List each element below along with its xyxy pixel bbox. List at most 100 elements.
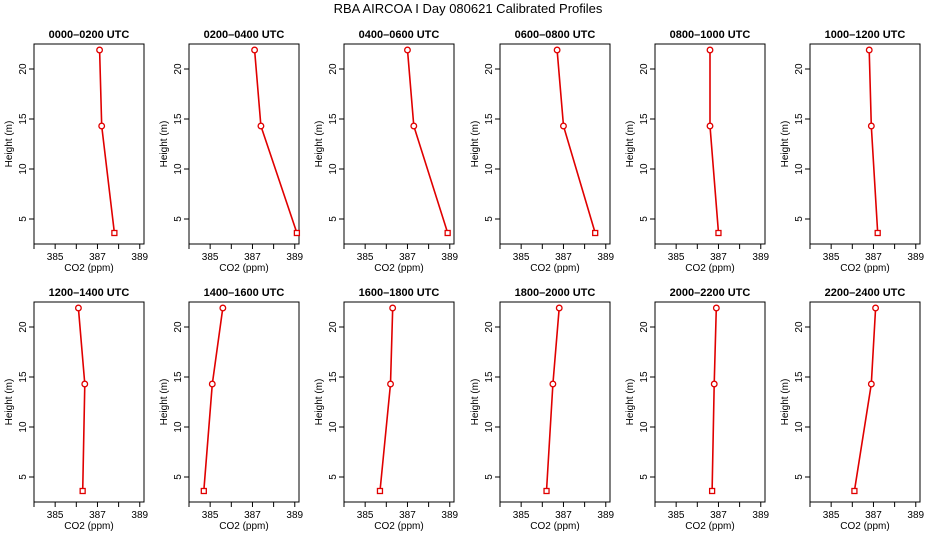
- y-tick-label: 5: [328, 216, 339, 222]
- x-tick-label: 387: [399, 252, 416, 263]
- data-point: [208, 380, 216, 388]
- x-tick-label: 387: [244, 510, 261, 521]
- y-tick-label: 5: [173, 216, 184, 222]
- y-tick-label: 10: [639, 163, 650, 175]
- y-tick-label: 20: [18, 63, 29, 75]
- data-point: [81, 380, 89, 388]
- plot-frame: [809, 301, 921, 503]
- data-point: [387, 380, 394, 388]
- data-point: [389, 304, 397, 312]
- x-tick-label: 387: [555, 252, 572, 263]
- profile-panel: 1400–1600 UTC 385 387 389 CO2 (ppm) 5 10 15 20 He…: [159, 287, 304, 532]
- panel-title: 0400–0600 UTC: [359, 29, 440, 41]
- co2-profile-line: [406, 49, 449, 234]
- panel-title: 0600–0800 UTC: [515, 29, 596, 41]
- profile-panel: 1800–2000 UTC 385 387 389 CO2 (ppm) 5 10 15 20 He…: [470, 287, 615, 532]
- data-point: [708, 487, 716, 495]
- y-tick-label: 5: [794, 216, 805, 222]
- x-axis-label: CO2 (ppm): [219, 521, 268, 532]
- data-point: [293, 229, 301, 237]
- panel-title: 1200–1400 UTC: [49, 287, 130, 299]
- data-point: [867, 380, 875, 388]
- plot-frame: [188, 43, 300, 245]
- figure-title: RBA AIRCOA I Day 080621 Calibrated Profi…: [333, 1, 603, 16]
- y-tick-label: 20: [794, 321, 805, 333]
- x-tick-label: 387: [710, 510, 727, 521]
- y-tick-label: 20: [173, 63, 184, 75]
- panel-title: 1800–2000 UTC: [515, 287, 596, 299]
- y-axis-label: Height (m): [159, 379, 170, 426]
- data-point: [872, 304, 880, 312]
- x-tick-label: 389: [441, 510, 458, 521]
- x-tick-label: 389: [441, 252, 458, 263]
- x-tick-label: 387: [865, 252, 882, 263]
- x-tick-label: 389: [131, 510, 148, 521]
- y-tick-label: 15: [794, 371, 805, 383]
- x-axis-label: CO2 (ppm): [374, 263, 423, 274]
- y-tick-label: 10: [328, 421, 339, 433]
- y-tick-label: 5: [639, 216, 650, 222]
- data-point: [867, 122, 875, 130]
- y-tick-label: 10: [484, 163, 495, 175]
- co2-profile-line: [379, 307, 394, 492]
- x-axis-label: CO2 (ppm): [374, 521, 423, 532]
- y-tick-label: 20: [173, 321, 184, 333]
- data-point: [549, 380, 557, 388]
- panel-title: 0200–0400 UTC: [204, 29, 285, 41]
- y-axis-label: Height (m): [4, 379, 15, 426]
- y-tick-label: 5: [484, 216, 495, 222]
- y-tick-label: 15: [639, 113, 650, 125]
- co2-profile-line: [203, 307, 224, 492]
- x-tick-label: 387: [865, 510, 882, 521]
- co2-profile-line: [868, 49, 879, 234]
- co2-profile-line: [98, 49, 116, 234]
- y-tick-label: 20: [639, 321, 650, 333]
- x-tick-label: 387: [244, 252, 261, 263]
- plot-frame: [33, 43, 145, 245]
- x-tick-label: 385: [357, 510, 374, 521]
- data-point: [219, 304, 227, 312]
- y-tick-label: 5: [794, 474, 805, 480]
- y-tick-label: 5: [328, 474, 339, 480]
- y-tick-label: 15: [794, 113, 805, 125]
- data-point: [257, 122, 265, 130]
- co2-profile-line: [77, 307, 86, 492]
- plot-frame: [654, 43, 766, 245]
- y-tick-label: 10: [484, 421, 495, 433]
- panel-title: 0000–0200 UTC: [49, 29, 130, 41]
- y-tick-label: 10: [794, 163, 805, 175]
- x-tick-label: 389: [907, 510, 924, 521]
- data-point: [712, 304, 720, 312]
- x-axis-label: CO2 (ppm): [219, 263, 268, 274]
- plot-frame: [33, 301, 145, 503]
- y-axis-label: Height (m): [4, 121, 15, 168]
- y-tick-label: 15: [639, 371, 650, 383]
- data-point: [111, 229, 118, 237]
- profile-panel: 2000–2200 UTC 385 387 389 CO2 (ppm) 5 10 15 20 He…: [625, 287, 770, 532]
- co2-profile-line: [556, 49, 596, 234]
- x-tick-label: 385: [668, 510, 685, 521]
- x-axis-label: CO2 (ppm): [530, 521, 579, 532]
- profile-panel: 0000–0200 UTC 385 387 389 CO2 (ppm) 5 10 15 20 He…: [4, 29, 149, 274]
- data-point: [543, 487, 550, 495]
- x-axis-label: CO2 (ppm): [685, 263, 734, 274]
- data-point: [553, 46, 561, 54]
- profile-panel: 0600–0800 UTC 385 387 389 CO2 (ppm) 5 10 15 20 He…: [470, 29, 615, 274]
- x-tick-label: 385: [202, 510, 219, 521]
- plot-frame: [343, 43, 455, 245]
- x-tick-label: 385: [47, 252, 64, 263]
- x-axis-label: CO2 (ppm): [685, 521, 734, 532]
- y-axis-label: Height (m): [470, 121, 481, 168]
- y-tick-label: 15: [328, 371, 339, 383]
- y-tick-label: 10: [173, 421, 184, 433]
- x-tick-label: 385: [513, 510, 530, 521]
- x-tick-label: 385: [823, 510, 840, 521]
- y-tick-label: 20: [328, 321, 339, 333]
- y-tick-label: 10: [173, 163, 184, 175]
- data-point: [706, 122, 714, 130]
- x-axis-label: CO2 (ppm): [64, 521, 113, 532]
- co2-profile-line: [545, 307, 560, 492]
- y-tick-label: 15: [328, 113, 339, 125]
- y-tick-label: 20: [18, 321, 29, 333]
- profile-panel: 1600–1800 UTC 385 387 389 CO2 (ppm) 5 10 15 20 He…: [314, 287, 459, 532]
